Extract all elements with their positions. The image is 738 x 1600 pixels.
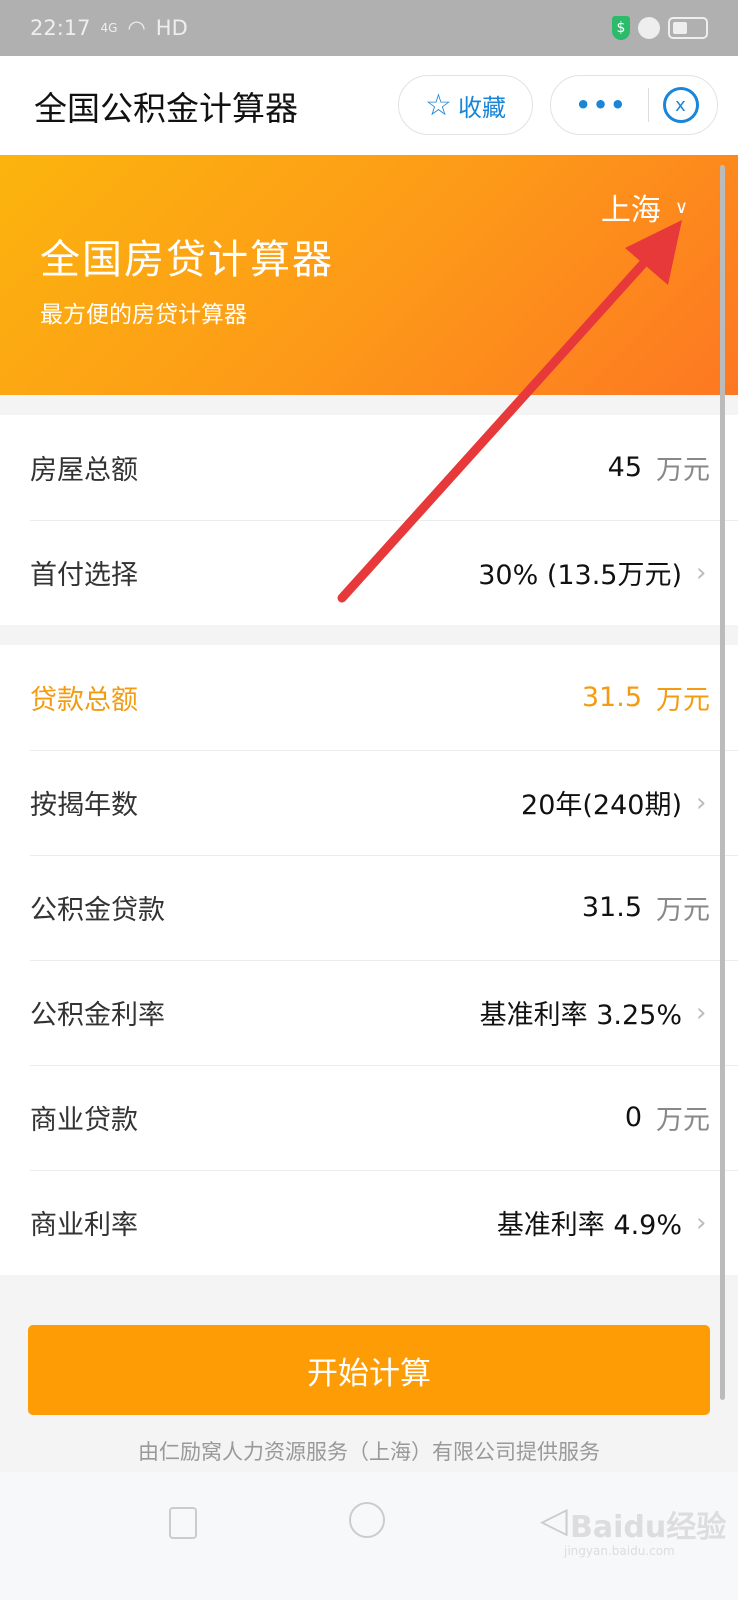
scrollbar[interactable] [720, 165, 725, 1400]
clock: 22:17 [30, 16, 91, 40]
fund-loan-row[interactable]: 公积金贷款 31.5 万元 [0, 855, 738, 960]
alarm-icon [638, 17, 660, 39]
close-icon[interactable]: x [662, 87, 699, 123]
page-title: 全国公积金计算器 [34, 88, 298, 128]
favorite-label: 收藏 [457, 93, 506, 122]
chevron-down-icon: ∨ [674, 196, 688, 218]
chevron-right-icon: › [696, 557, 707, 588]
shield-icon: $ [612, 16, 630, 40]
row-label: 首付选择 [30, 560, 138, 591]
row-value: 基准利率 3.25% [479, 1000, 682, 1031]
row-unit: 万元 [656, 455, 710, 486]
more-button[interactable]: ••• [575, 91, 628, 119]
row-label: 房屋总额 [30, 455, 138, 486]
loan-group: 贷款总额 31.5 万元 按揭年数 20年(240期) › 公积金贷款 31.5 万元 公积… [0, 645, 738, 1275]
banner-title: 全国房贷计算器 [40, 237, 334, 283]
chevron-right-icon: › [696, 997, 707, 1028]
wifi-icon: ◠ [127, 16, 146, 40]
row-label: 商业贷款 [30, 1105, 138, 1136]
watermark-logo: Baidu经验 [570, 1510, 727, 1545]
arrow-shaft [337, 240, 665, 603]
row-label: 贷款总额 [30, 685, 138, 716]
row-value: 20年(240期) [521, 790, 682, 821]
row-value: 30% (13.5万元) [478, 560, 682, 591]
row-value: 31.5 [581, 682, 642, 713]
row-value: 45 [607, 452, 642, 483]
status-bar: 22:17 4G ◠ HD $ [0, 0, 738, 56]
row-label: 商业利率 [30, 1210, 138, 1241]
house-group: 房屋总额 45 万元 首付选择 30% (13.5万元) › [0, 415, 738, 625]
title-bar: 全国公积金计算器 ☆ 收藏 ••• x [0, 56, 738, 155]
city-selector[interactable]: 上海 ∨ [601, 185, 688, 229]
capsule-menu: ••• x [550, 75, 718, 135]
provider-note: 由仁励窝人力资源服务（上海）有限公司提供服务 [138, 1440, 600, 1464]
recents-button[interactable] [169, 1507, 197, 1539]
row-label: 按揭年数 [30, 790, 138, 821]
watermark-url: jingyan.baidu.com [564, 1544, 675, 1558]
star-icon: ☆ [425, 87, 452, 123]
row-value: 31.5 [581, 892, 642, 923]
hd-label: HD [155, 16, 188, 40]
row-value: 0 [624, 1102, 642, 1133]
row-unit: 万元 [656, 1105, 710, 1136]
row-unit: 万元 [656, 685, 710, 716]
commercial-rate-row[interactable]: 商业利率 基准利率 4.9% › [0, 1170, 738, 1275]
calculate-button[interactable]: 开始计算 [28, 1325, 710, 1415]
down-payment-row[interactable]: 首付选择 30% (13.5万元) › [0, 520, 738, 625]
commercial-loan-row[interactable]: 商业贷款 0 万元 [0, 1065, 738, 1170]
signal-icon: 4G [100, 21, 118, 35]
back-button[interactable]: ◁ [540, 1500, 568, 1541]
loan-years-row[interactable]: 按揭年数 20年(240期) › [0, 750, 738, 855]
chevron-right-icon: › [696, 787, 707, 818]
chevron-right-icon: › [696, 1207, 707, 1238]
divider [647, 88, 649, 122]
system-nav-bar: ◁ Baidu经验 jingyan.baidu.com [0, 1472, 738, 1600]
row-label: 公积金贷款 [30, 895, 165, 926]
favorite-button[interactable]: ☆ 收藏 [398, 75, 533, 135]
city-label: 上海 [600, 193, 661, 228]
row-value: 基准利率 4.9% [496, 1210, 682, 1241]
row-label: 公积金利率 [30, 1000, 165, 1031]
home-button[interactable] [349, 1502, 385, 1538]
banner: 上海 ∨ 全国房贷计算器 最方便的房贷计算器 [0, 155, 738, 395]
arrow-head [625, 220, 682, 285]
house-total-row[interactable]: 房屋总额 45 万元 [0, 415, 738, 520]
fund-rate-row[interactable]: 公积金利率 基准利率 3.25% › [0, 960, 738, 1065]
row-unit: 万元 [656, 895, 710, 926]
loan-total-row: 贷款总额 31.5 万元 [0, 645, 738, 750]
banner-subtitle: 最方便的房贷计算器 [40, 302, 247, 328]
battery-icon [668, 17, 708, 39]
